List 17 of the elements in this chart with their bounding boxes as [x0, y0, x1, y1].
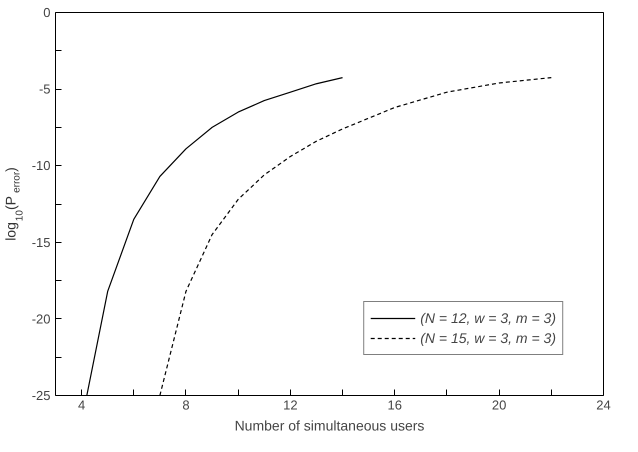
y-axis-title: log10 (Perror) — [2, 167, 26, 241]
x-tick-label: 20 — [492, 398, 506, 412]
x-tick-label: 12 — [283, 398, 298, 412]
legend-label: (N = 12, w = 3, m = 3) — [420, 310, 556, 326]
x-axis-title: Number of simultaneous users — [234, 418, 424, 434]
line-series — [86, 77, 344, 396]
y-tick-label: -25 — [32, 388, 51, 403]
y-tick-label: -15 — [32, 234, 51, 250]
y-tick-label: -20 — [32, 311, 51, 326]
y-tick-label: 0 — [43, 5, 51, 20]
x-tick-label: 24 — [596, 398, 611, 412]
x-tick-label: 4 — [78, 398, 86, 412]
x-tick-label: 16 — [388, 398, 402, 412]
y-tick-label: -5 — [38, 82, 51, 97]
legend-label: (N = 15, w = 3, m = 3) — [420, 330, 556, 346]
y-tick-label: -10 — [32, 158, 51, 174]
x-tick-label: 8 — [182, 398, 190, 412]
